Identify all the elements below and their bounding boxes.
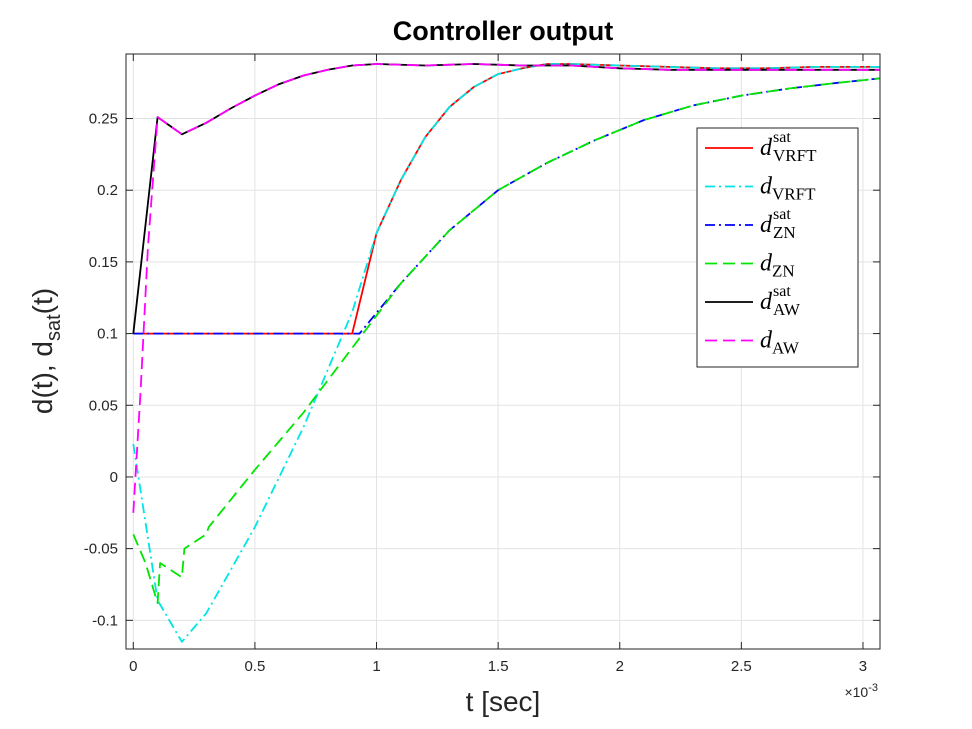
x-tick-label: 0.5 bbox=[244, 658, 265, 675]
chart-title: Controller output bbox=[393, 16, 613, 46]
x-tick-label: 1.5 bbox=[488, 658, 509, 675]
series-group bbox=[132, 63, 880, 643]
axes-box bbox=[125, 53, 881, 650]
x-axis-label: t [sec] bbox=[466, 686, 541, 717]
legend-label: dsat VRFT bbox=[760, 129, 817, 165]
y-tick-label: -0.05 bbox=[84, 541, 118, 558]
y-tick-label: 0.1 bbox=[97, 326, 118, 343]
axes bbox=[125, 53, 881, 650]
legend-label: dAW bbox=[760, 328, 800, 358]
x-tick-label: 1 bbox=[372, 658, 380, 675]
legend-label: dsat ZN bbox=[760, 206, 796, 242]
x-tick-label: 2 bbox=[616, 658, 624, 675]
legend-label: dZN bbox=[760, 251, 795, 281]
series-line-d-zn bbox=[132, 77, 880, 604]
x-axis-exponent: ×10-3 bbox=[844, 682, 878, 700]
y-axis-label: d(t), dsat(t) bbox=[27, 288, 65, 414]
y-tick-label: 0.25 bbox=[89, 111, 118, 128]
y-axis-label-group: d(t), dsat(t) bbox=[27, 288, 65, 414]
y-tick-label: -0.1 bbox=[92, 612, 118, 629]
legend-label: dVRFT bbox=[760, 174, 816, 204]
y-tick-label: 0.05 bbox=[89, 397, 118, 414]
y-tick-label: 0.15 bbox=[89, 254, 118, 271]
y-tick-label: 0 bbox=[110, 469, 118, 486]
x-tick-label: 0 bbox=[129, 658, 137, 675]
y-tick-label: 0.2 bbox=[97, 182, 118, 199]
legend-label: dsat AW bbox=[760, 283, 801, 319]
tick-labels: 0 0.5 1 1.5 2 2.5 3 -0.1 -0.05 0 0.05 0.1 0.15 0.2 0.2… bbox=[84, 111, 867, 675]
x-tick-label: 3 bbox=[859, 658, 867, 675]
x-axis-exponent-power: -3 bbox=[868, 682, 878, 694]
x-axis-exponent-base: ×10 bbox=[844, 684, 868, 700]
series-line-d-aw bbox=[132, 63, 880, 513]
x-tick-label: 2.5 bbox=[731, 658, 752, 675]
series-line-d-vrft bbox=[132, 63, 880, 643]
legend-box bbox=[696, 127, 859, 368]
